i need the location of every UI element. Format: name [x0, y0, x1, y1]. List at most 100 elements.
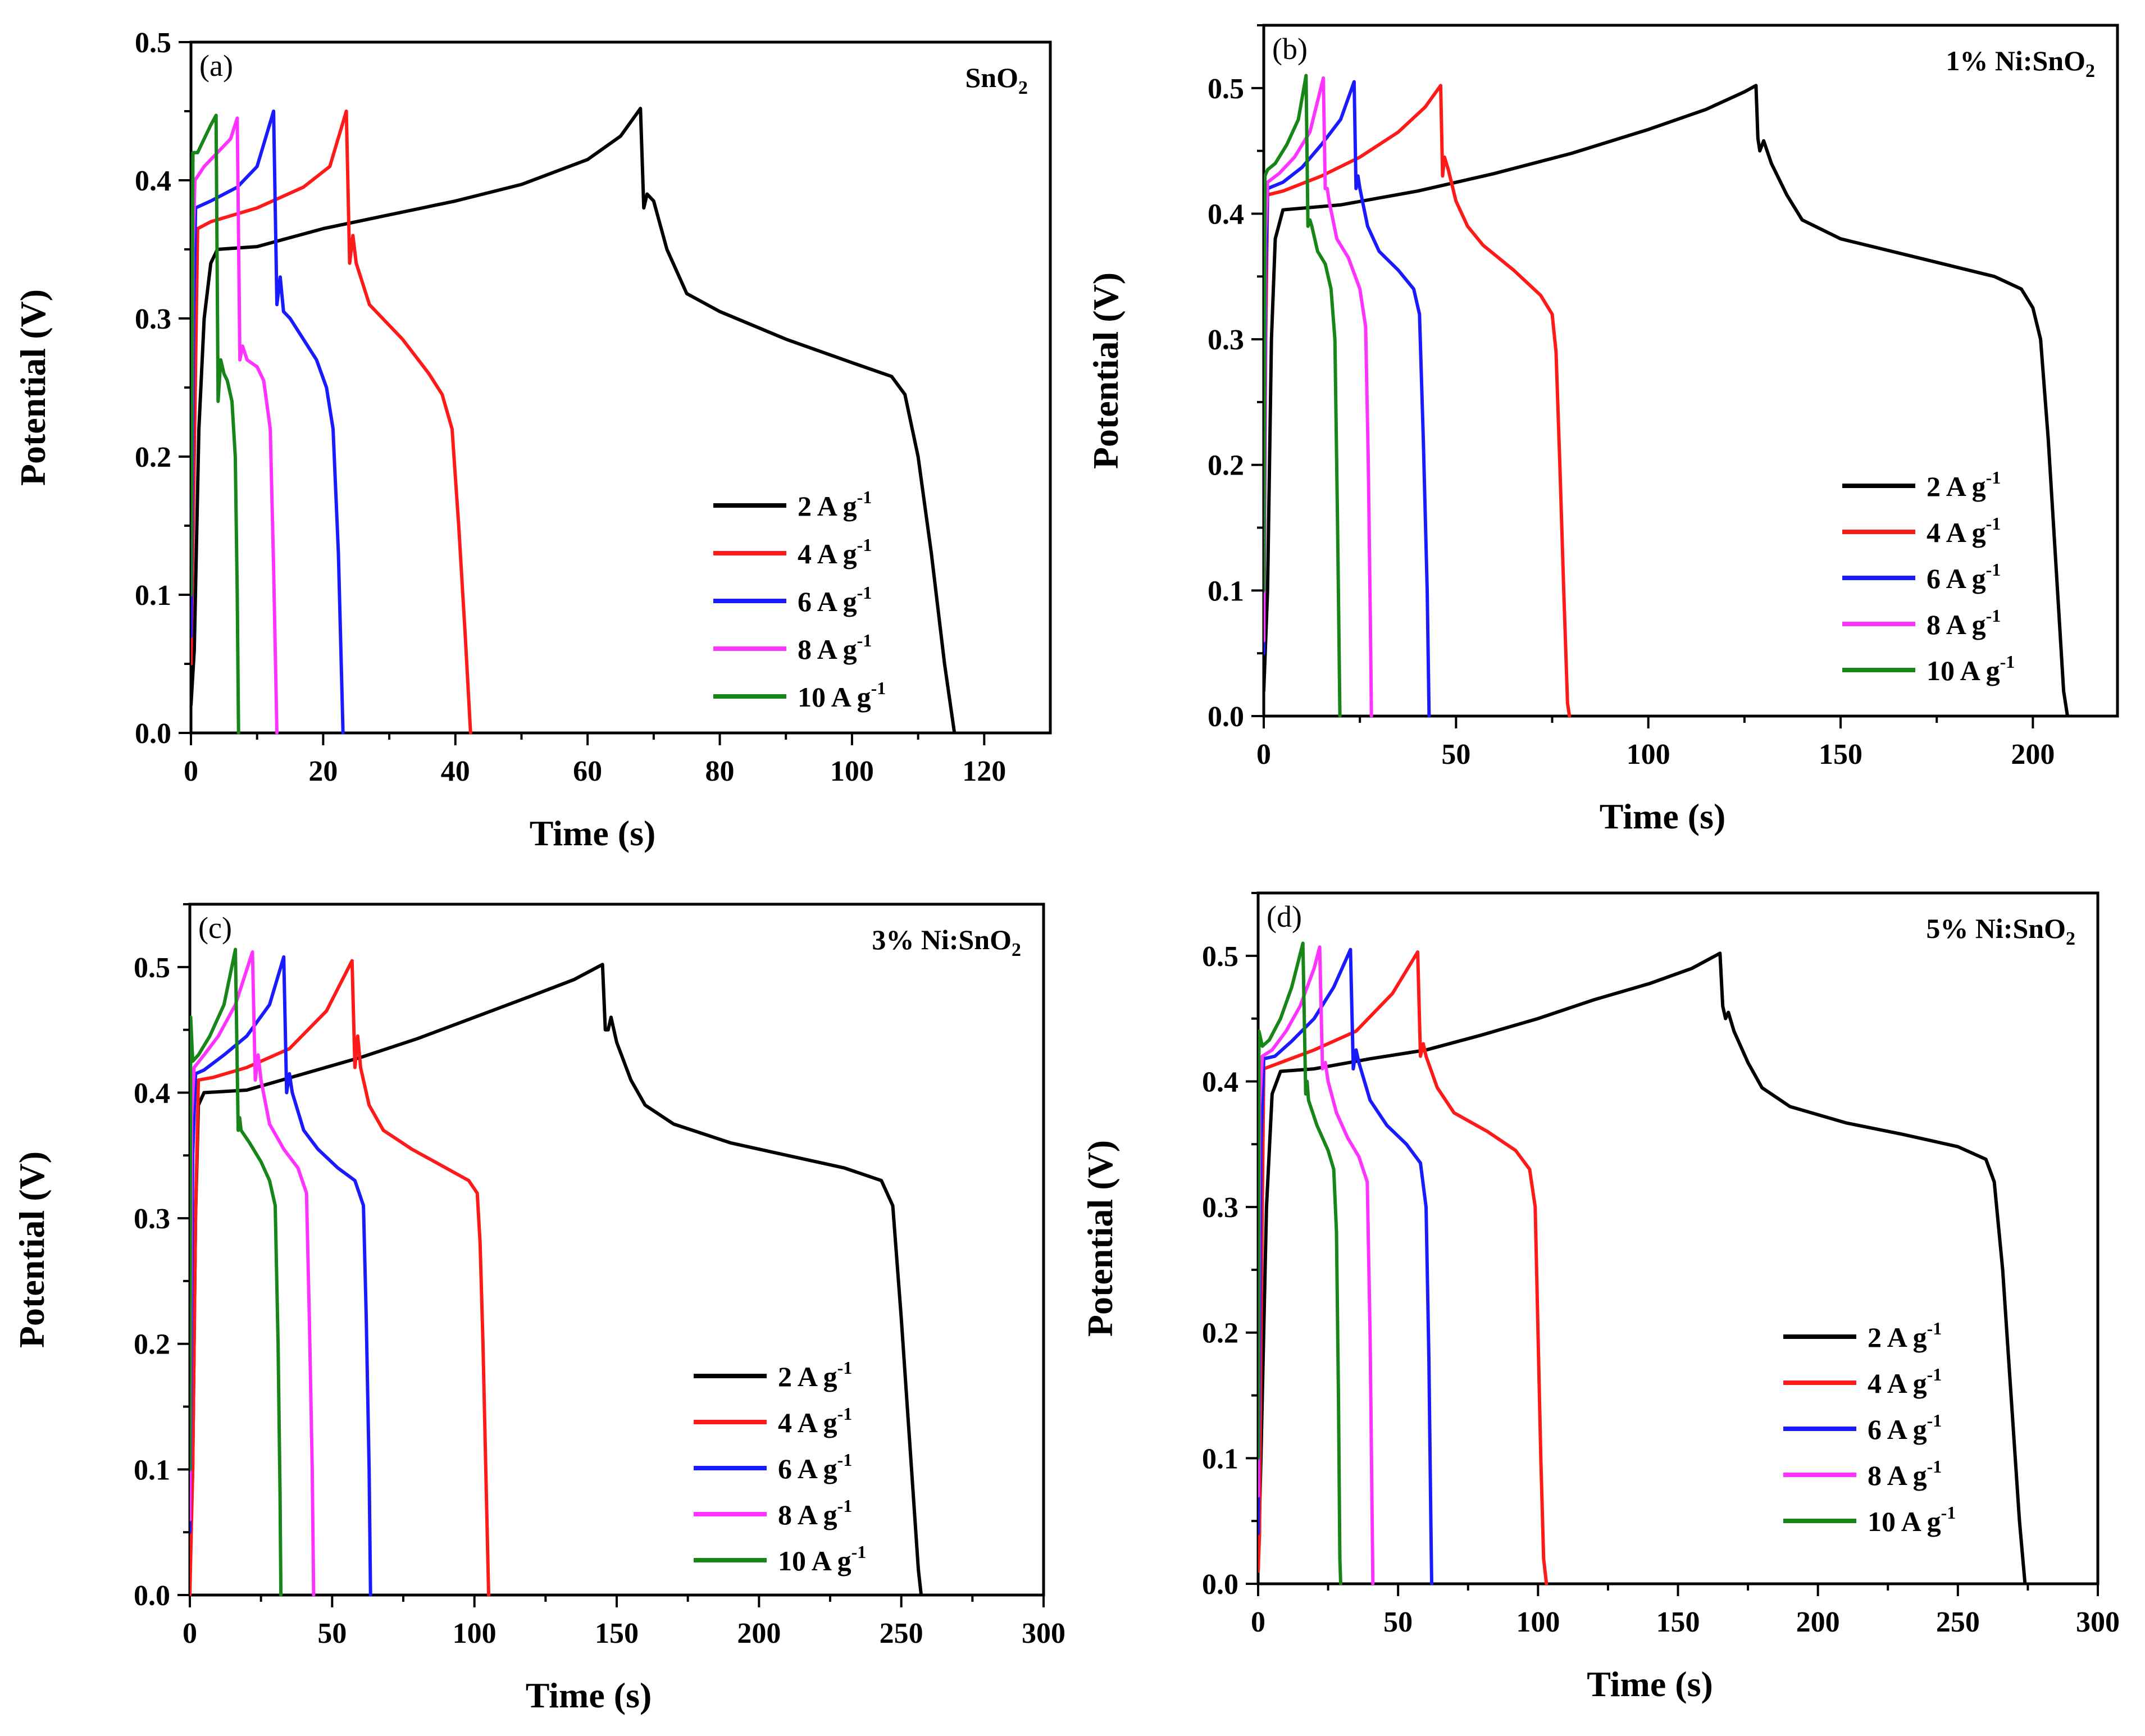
series-line-10-a-g — [1258, 941, 1342, 1585]
legend-label: 6 A g-1 — [1927, 559, 2001, 594]
plot-frame — [188, 903, 1045, 1597]
panel-label: (a) — [199, 49, 233, 83]
material-label: SnO2 — [965, 62, 1028, 98]
material-label: 5% Ni:SnO2 — [1926, 913, 2075, 949]
y-tick-label: 0.2 — [135, 441, 171, 473]
legend-label: 2 A g-1 — [1927, 467, 2001, 502]
y-tick-label: 0.3 — [1208, 324, 1244, 356]
plot-frame — [1256, 891, 2100, 1585]
plot-frame — [189, 40, 1052, 735]
y-tick-label: 0.0 — [1202, 1569, 1238, 1601]
x-axis-title: Time (s) — [1587, 1664, 1713, 1704]
legend-label: 4 A g-1 — [798, 535, 872, 569]
y-tick-label: 0.0 — [135, 718, 171, 750]
series-line-8-a-g — [191, 116, 279, 734]
series-line-8-a-g — [1258, 945, 1375, 1585]
legend: 2 A g-1 4 A g-1 6 A g-1 8 A g-1 10 A g-1 — [1783, 1318, 1956, 1537]
panel-d: 0 50 100 150 200 250 300 0.0 0.1 0.2 0.3 0.4 0.5 Time… — [1080, 891, 2120, 1704]
y-tick-label: 0.5 — [1208, 73, 1244, 105]
y-tick-label: 0.5 — [1202, 941, 1238, 973]
x-tick-label: 50 — [1441, 739, 1470, 771]
x-tick-label: 50 — [1383, 1606, 1413, 1638]
x-tick-label: 100 — [453, 1617, 497, 1650]
series-line-2-a-g — [1264, 84, 2069, 717]
y-tick-label: 0.4 — [135, 165, 171, 197]
series-line-6-a-g — [191, 110, 345, 734]
legend: 2 A g-1 4 A g-1 6 A g-1 8 A g-1 10 A g-1 — [694, 1357, 866, 1576]
series-line-4-a-g — [1264, 84, 1572, 717]
series-line-6-a-g — [1264, 80, 1431, 717]
series-line-4-a-g — [190, 959, 490, 1596]
legend-label: 10 A g-1 — [1868, 1502, 1956, 1537]
y-tick-label: 0.2 — [1208, 450, 1244, 482]
x-tick-label: 300 — [2076, 1606, 2120, 1638]
y-tick-label: 0.1 — [135, 580, 171, 612]
x-tick-label: 0 — [1251, 1606, 1265, 1638]
y-tick-label: 0.2 — [134, 1329, 170, 1361]
x-tick-label: 100 — [1627, 739, 1670, 771]
legend-label: 10 A g-1 — [778, 1542, 866, 1576]
y-axis-title: Potential (V) — [1086, 272, 1126, 469]
x-axis-title: Time (s) — [526, 1675, 652, 1715]
x-tick-label: 200 — [737, 1617, 781, 1650]
y-tick-label: 0.3 — [134, 1203, 170, 1235]
y-axis-title: Potential (V) — [1080, 1140, 1120, 1337]
x-tick-label: 150 — [1656, 1606, 1700, 1638]
series-line-10-a-g — [191, 113, 240, 734]
series-line-2-a-g — [190, 963, 923, 1596]
x-tick-label: 0 — [1256, 739, 1271, 771]
legend-label: 6 A g-1 — [1868, 1410, 1942, 1445]
y-tick-label: 0.4 — [1208, 198, 1244, 230]
x-tick-label: 200 — [1796, 1606, 1840, 1638]
material-label: 1% Ni:SnO2 — [1946, 45, 2095, 81]
x-tick-label: 300 — [1022, 1617, 1065, 1650]
curves — [1264, 74, 2069, 717]
y-tick-label: 0.0 — [134, 1580, 170, 1612]
y-tick-label: 0.5 — [134, 952, 170, 984]
legend-label: 4 A g-1 — [1868, 1364, 1942, 1399]
panel-b: 0 50 100 150 200 0.0 0.1 0.2 0.3 0.4 0.5 Time (s) Po… — [1086, 24, 2119, 836]
y-tick-label: 0.1 — [1202, 1443, 1238, 1475]
curves — [190, 947, 923, 1596]
x-tick-label: 200 — [2011, 739, 2055, 771]
series-line-2-a-g — [191, 107, 957, 734]
series-line-10-a-g — [190, 947, 283, 1596]
legend-label: 6 A g-1 — [798, 582, 872, 617]
panel-a: 0 20 40 60 80 100 120 0.0 0.1 0.2 0.3 0.4 0.5 Time (s… — [13, 27, 1052, 853]
legend: 2 A g-1 4 A g-1 6 A g-1 8 A g-1 10 A g-1 — [1842, 467, 2015, 686]
panel-label: (b) — [1272, 32, 1308, 66]
legend-label: 2 A g-1 — [778, 1357, 852, 1392]
x-tick-label: 150 — [595, 1617, 639, 1650]
x-tick-label: 60 — [573, 755, 602, 787]
curves — [1258, 941, 2027, 1585]
curves — [191, 107, 957, 734]
legend-label: 8 A g-1 — [1927, 605, 2001, 640]
x-tick-label: 50 — [317, 1617, 347, 1650]
x-tick-label: 250 — [1936, 1606, 1980, 1638]
x-tick-label: 120 — [962, 755, 1006, 787]
y-axis-title: Potential (V) — [12, 1151, 52, 1348]
x-axis-title: Time (s) — [1600, 796, 1726, 836]
y-tick-label: 0.5 — [135, 27, 171, 59]
y-tick-label: 0.0 — [1208, 701, 1244, 733]
x-tick-label: 0 — [184, 755, 198, 787]
panel-c: 0 50 100 150 200 250 300 0.0 0.1 0.2 0.3 0.4 0.5 Time… — [12, 903, 1065, 1715]
series-line-8-a-g — [1264, 76, 1373, 717]
y-tick-label: 0.1 — [1208, 575, 1244, 607]
series-line-2-a-g — [1258, 951, 2027, 1585]
legend-label: 4 A g-1 — [778, 1404, 852, 1438]
legend-label: 10 A g-1 — [798, 678, 886, 713]
panel-label: (c) — [198, 911, 232, 945]
legend-label: 8 A g-1 — [798, 630, 872, 665]
panel-label: (d) — [1267, 900, 1302, 933]
x-axis-title: Time (s) — [530, 813, 656, 853]
legend: 2 A g-1 4 A g-1 6 A g-1 8 A g-1 10 A g-1 — [713, 487, 886, 713]
legend-label: 2 A g-1 — [1868, 1318, 1942, 1353]
y-tick-label: 0.4 — [1202, 1066, 1238, 1098]
y-tick-label: 0.1 — [134, 1454, 170, 1486]
legend-label: 8 A g-1 — [1868, 1456, 1942, 1491]
x-tick-label: 80 — [705, 755, 735, 787]
x-tick-label: 20 — [308, 755, 338, 787]
series-line-10-a-g — [1264, 74, 1342, 717]
